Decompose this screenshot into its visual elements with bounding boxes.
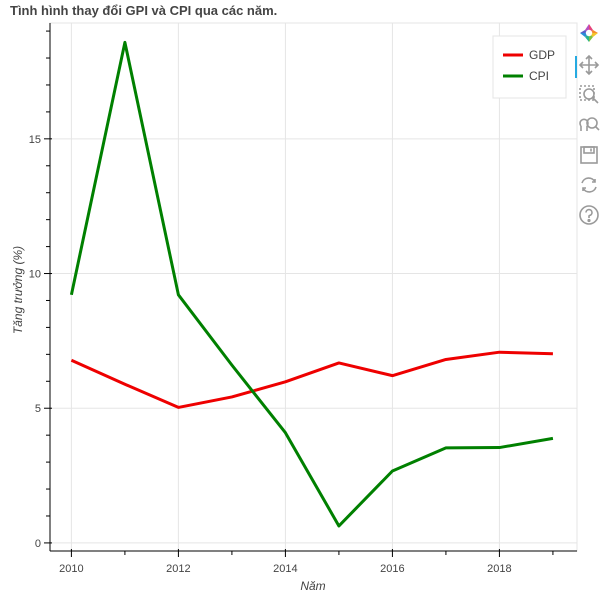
x-tick-label: 2018	[487, 563, 511, 575]
series-line-cpi	[69, 40, 554, 528]
x-tick-label: 2014	[273, 563, 297, 575]
series-line-gdp	[70, 350, 553, 409]
axes: 2010 2012 2014 2016 2018 0 5 10 15	[29, 23, 577, 575]
legend[interactable]: GDP CPI	[492, 35, 567, 99]
line-chart: Tình hình thay đổi GPI và CPI qua các nă…	[10, 3, 578, 593]
legend-label-cpi: CPI	[529, 69, 549, 83]
reset-icon[interactable]	[578, 174, 602, 198]
box-zoom-icon[interactable]	[578, 84, 602, 108]
legend-box	[492, 35, 567, 99]
x-tick-label: 2012	[166, 563, 190, 575]
y-tick-label: 15	[29, 134, 41, 146]
series-lines	[69, 40, 554, 528]
plot-frame	[49, 22, 578, 552]
y-tick-label: 5	[35, 403, 41, 415]
legend-label-gdp: GDP	[529, 48, 555, 62]
grid	[50, 23, 577, 551]
y-tick-label: 0	[35, 538, 41, 550]
wheel-zoom-icon[interactable]	[578, 114, 602, 138]
save-icon[interactable]	[578, 144, 602, 168]
chart-title: Tình hình thay đổi GPI và CPI qua các nă…	[10, 3, 277, 18]
x-tick-label: 2010	[59, 563, 83, 575]
x-axis-label: Năm	[300, 579, 325, 593]
help-icon[interactable]	[578, 204, 602, 228]
y-axis-label: Tăng trưởng (%)	[11, 246, 25, 334]
x-tick-label: 2016	[380, 563, 404, 575]
bokeh-logo-icon[interactable]	[578, 22, 602, 46]
y-tick-label: 10	[29, 269, 41, 281]
pan-icon[interactable]	[575, 54, 602, 78]
